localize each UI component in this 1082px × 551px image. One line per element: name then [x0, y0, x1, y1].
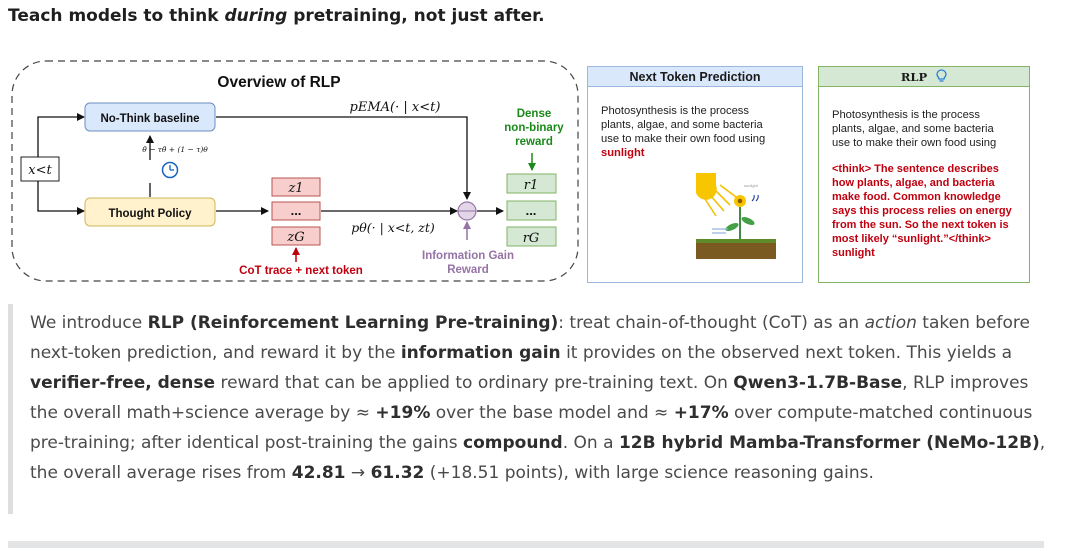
- lightbulb-icon: [936, 69, 947, 82]
- arrow-to-baseline: [37, 113, 85, 157]
- rlp-diagram: Overview of RLP x<t No-Think baseline Th…: [11, 60, 579, 282]
- para-text: it provides on the observed next token. …: [560, 343, 1013, 363]
- para-italic: action: [864, 313, 917, 333]
- para-text: (+18.51 points), with large science reas…: [424, 463, 874, 483]
- reward-token-label: ...: [526, 203, 537, 218]
- rlp-think-block: <think> The sentence describes how plant…: [832, 162, 1032, 260]
- para-bold: +17%: [673, 403, 729, 423]
- para-bold: +19%: [375, 403, 431, 423]
- ema-update-formula: θ̄ ← τθ̄ + (1 − τ)θ: [142, 145, 208, 154]
- rlp-panel: RLP Photosynthesis is the process plants…: [818, 66, 1030, 283]
- air-icon: [751, 194, 759, 202]
- quote-bar: [8, 304, 13, 514]
- grass: [696, 239, 776, 243]
- soil: [696, 241, 776, 259]
- ntp-text-line: Photosynthesis is the process: [601, 105, 749, 117]
- diagram-title: Overview of RLP: [217, 74, 340, 91]
- para-bold: 61.32: [370, 463, 425, 483]
- para-text: →: [345, 463, 371, 483]
- rlp-think-line: make food. Common knowledge: [832, 191, 1001, 203]
- ntp-text-line: use to make their own food using: [601, 133, 766, 145]
- para-bold: verifier-free, dense: [30, 373, 216, 393]
- para-text: over the base model and ≈: [430, 403, 674, 423]
- headline: Teach models to think during pretraining…: [8, 6, 545, 26]
- reward-token-box: [506, 173, 557, 194]
- ntp-panel-text: Photosynthesis is the process plants, al…: [601, 104, 765, 160]
- para-text: . On a: [562, 433, 619, 453]
- reward-token-box: [506, 226, 557, 247]
- rlp-panel-title: RLP: [900, 70, 928, 84]
- headline-emphasis: during: [224, 6, 288, 26]
- plant-leaf: [741, 216, 755, 226]
- headline-text: Teach models to think: [8, 6, 225, 26]
- arrow-to-policy: [37, 181, 85, 215]
- para-text: , the overall average rises from: [30, 433, 1046, 483]
- sunlight-caption: sunlight: [744, 183, 759, 188]
- context-input-label: x<t: [28, 163, 52, 178]
- reward-token-label: rG: [523, 231, 540, 246]
- reward-token-box: [506, 200, 557, 221]
- reward-token-label: r1: [524, 178, 539, 193]
- rlp-panel-header: RLP: [819, 67, 1029, 87]
- para-text: over compute-matched continuous pre-trai…: [30, 403, 1033, 453]
- info-gain-label-line1: Information Gain: [422, 250, 514, 262]
- rlp-figure: Overview of RLP x<t No-Think baseline Th…: [11, 60, 1030, 283]
- para-text: reward that can be applied to ordinary p…: [215, 373, 734, 393]
- dense-reward-label-line3: reward: [515, 136, 553, 148]
- thought-token-box: [271, 226, 321, 246]
- dense-reward-label-line1: Dense: [517, 108, 552, 120]
- next-token-prediction-panel: Next Token Prediction Photosynthesis is …: [587, 66, 803, 283]
- rlp-text-line: Photosynthesis is the process: [832, 109, 980, 121]
- info-gain-label-line2: Reward: [447, 264, 489, 276]
- rlp-think-line: how plants, algae, and bacteria: [832, 177, 995, 189]
- no-think-baseline-box: [84, 102, 216, 132]
- para-text: taken before next-token prediction, and …: [30, 313, 1030, 363]
- rlp-panel-text: Photosynthesis is the process plants, al…: [832, 108, 996, 150]
- sun-icon: [696, 173, 717, 200]
- photosynthesis-illustration: sunlight: [696, 173, 776, 259]
- thought-token-box: [271, 177, 321, 197]
- no-think-baseline-label: No-Think baseline: [100, 113, 199, 125]
- bottom-divider: [8, 541, 1044, 548]
- thought-policy-label: Thought Policy: [108, 208, 192, 220]
- rlp-text-line: plants, algae, and some bacteria: [832, 123, 994, 135]
- para-bold: compound: [463, 433, 563, 453]
- thought-token-box: [271, 201, 321, 221]
- p-ema-label: pEMA(· | x<t): [350, 100, 441, 115]
- cot-label: CoT trace + next token: [239, 265, 363, 277]
- flower-center: [737, 198, 743, 204]
- thought-token-label: ...: [291, 203, 302, 218]
- para-bold: 42.81: [291, 463, 346, 483]
- para-text: : treat chain-of-thought (CoT) as an: [558, 313, 865, 333]
- thought-token-label: z1: [287, 181, 303, 196]
- rlp-think-line: most likely “sunlight.”</think>: [832, 233, 991, 245]
- p-theta-label: pθ(· | x<t, zt): [351, 220, 435, 235]
- ntp-text-line: plants, algae, and some bacteria: [601, 119, 763, 131]
- para-bold: Qwen3-1.7B-Base: [733, 373, 903, 393]
- rlp-think-line: from the sun. So the next token is: [832, 219, 1009, 231]
- rlp-answer: sunlight: [832, 247, 875, 259]
- para-bold: information gain: [400, 343, 561, 363]
- rlp-think-line: <think> The sentence describes: [832, 163, 999, 175]
- diagram-border: [11, 60, 579, 282]
- baseline-to-gain-arrow: [216, 116, 471, 200]
- abstract-paragraph: We introduce RLP (Reinforcement Learning…: [30, 308, 1060, 488]
- rlp-text-line: use to make their own food using: [832, 137, 997, 149]
- para-bold: 12B hybrid Mamba-Transformer (NeMo-12B): [618, 433, 1040, 453]
- rlp-think-line: says this process relies on energy: [832, 205, 1012, 217]
- headline-text-end: pretraining, not just after.: [287, 6, 545, 26]
- ntp-answer: sunlight: [601, 147, 645, 159]
- plant-leaf: [725, 222, 739, 232]
- para-bold: RLP (Reinforcement Learning Pre-training…: [147, 313, 559, 333]
- clock-icon: [161, 161, 179, 179]
- dense-reward-label-line2: non-binary: [504, 122, 564, 134]
- context-input-box: [20, 156, 60, 182]
- ntp-panel-title: Next Token Prediction: [588, 67, 802, 87]
- sunlight-rays: [704, 184, 737, 217]
- para-text: We introduce: [30, 313, 148, 333]
- thought-token-label: zG: [286, 230, 304, 245]
- para-text: , RLP improves the overall math+science …: [30, 373, 1029, 423]
- thought-policy-box: [84, 197, 216, 227]
